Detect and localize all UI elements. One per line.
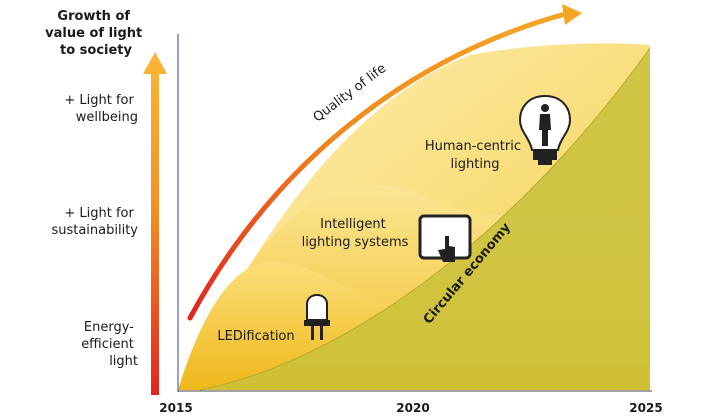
- growth-arrow-head: [143, 52, 167, 74]
- bulb-icon: [518, 94, 572, 165]
- stage-label: LEDification: [217, 329, 294, 344]
- level-label: + Light for sustainability: [51, 206, 138, 238]
- quality-arrow-head: [562, 4, 582, 25]
- growth-arrow: [151, 72, 159, 395]
- year-label: 2015: [159, 401, 192, 415]
- circular-area: [200, 48, 650, 390]
- quality-arrow: [187, 11, 568, 321]
- led-icon: [304, 294, 330, 340]
- title: Growth of value of light to society: [45, 9, 147, 58]
- year-label: 2020: [396, 401, 429, 415]
- stage-label: Human-centric lighting: [425, 139, 525, 172]
- level-label: + Light for wellbeing: [64, 93, 138, 125]
- year-label: 2025: [629, 401, 662, 415]
- circular-edge: [199, 47, 651, 391]
- level-label: Energy- efficient light: [81, 320, 138, 369]
- touchscreen-icon: [418, 214, 472, 262]
- stage-label: Intelligent lighting systems: [302, 217, 409, 250]
